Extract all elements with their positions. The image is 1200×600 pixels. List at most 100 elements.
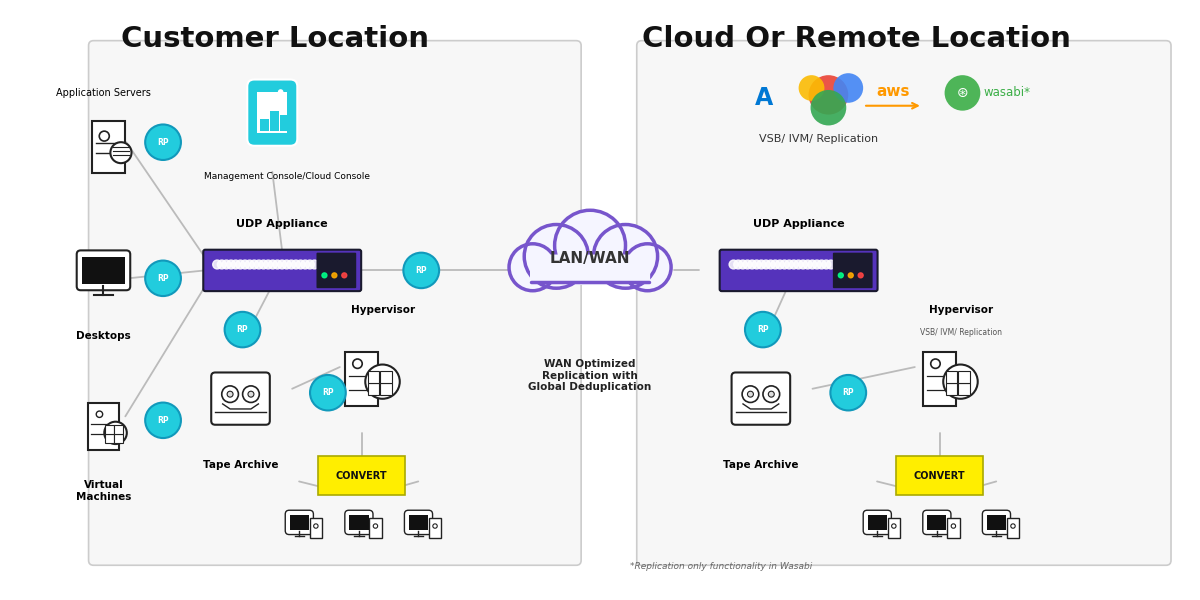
Text: *Replication only functionality in Wasabi: *Replication only functionality in Wasab… [630, 562, 812, 571]
Text: ⊛: ⊛ [956, 86, 968, 100]
Circle shape [790, 260, 798, 269]
Circle shape [757, 260, 766, 269]
Circle shape [145, 403, 181, 438]
Circle shape [227, 260, 235, 269]
Circle shape [799, 75, 824, 101]
FancyBboxPatch shape [317, 253, 356, 288]
Circle shape [827, 260, 835, 269]
Circle shape [799, 260, 808, 269]
FancyBboxPatch shape [92, 121, 125, 173]
Text: RP: RP [322, 388, 334, 397]
Circle shape [227, 391, 233, 397]
FancyBboxPatch shape [104, 434, 114, 443]
Circle shape [785, 260, 793, 269]
FancyBboxPatch shape [367, 383, 379, 395]
Circle shape [433, 524, 437, 528]
Text: VSB/ IVM/ Replication: VSB/ IVM/ Replication [920, 328, 1002, 337]
Circle shape [254, 260, 263, 269]
Circle shape [277, 260, 287, 269]
Circle shape [310, 375, 346, 410]
Text: VSB/ IVM/ Replication: VSB/ IVM/ Replication [758, 134, 878, 144]
Circle shape [296, 260, 305, 269]
Circle shape [272, 260, 282, 269]
Circle shape [809, 75, 848, 115]
FancyBboxPatch shape [310, 518, 322, 538]
Circle shape [952, 524, 955, 528]
Circle shape [745, 312, 781, 347]
FancyBboxPatch shape [286, 510, 313, 535]
Circle shape [305, 260, 314, 269]
Circle shape [766, 260, 775, 269]
Text: Hypervisor: Hypervisor [930, 305, 994, 315]
FancyBboxPatch shape [259, 119, 269, 131]
FancyBboxPatch shape [530, 254, 650, 283]
FancyBboxPatch shape [923, 352, 956, 406]
Circle shape [264, 260, 272, 269]
FancyBboxPatch shape [896, 456, 983, 495]
Circle shape [931, 359, 940, 368]
Circle shape [1010, 524, 1015, 528]
Circle shape [313, 524, 318, 528]
FancyBboxPatch shape [380, 383, 392, 395]
FancyBboxPatch shape [318, 456, 406, 495]
FancyBboxPatch shape [89, 41, 581, 565]
Circle shape [554, 210, 625, 281]
Circle shape [222, 260, 230, 269]
Circle shape [830, 375, 866, 410]
Circle shape [943, 365, 978, 399]
Text: RP: RP [157, 138, 169, 147]
FancyBboxPatch shape [409, 515, 428, 530]
Circle shape [242, 386, 259, 403]
Circle shape [403, 253, 439, 288]
Text: Desktops: Desktops [76, 331, 131, 341]
Text: RP: RP [236, 325, 248, 334]
Circle shape [810, 90, 846, 125]
Circle shape [232, 260, 240, 269]
Text: LAN/WAN: LAN/WAN [550, 251, 630, 266]
Circle shape [222, 386, 239, 403]
Circle shape [624, 244, 671, 291]
Circle shape [848, 273, 853, 278]
Text: A: A [755, 86, 773, 110]
Circle shape [808, 260, 817, 269]
Circle shape [245, 260, 254, 269]
Text: RP: RP [842, 388, 854, 397]
Circle shape [742, 386, 758, 403]
FancyBboxPatch shape [958, 371, 970, 383]
FancyBboxPatch shape [280, 115, 288, 131]
Text: Application Servers: Application Servers [56, 88, 151, 98]
Circle shape [110, 142, 132, 163]
FancyBboxPatch shape [888, 518, 900, 538]
Circle shape [145, 124, 181, 160]
Circle shape [269, 260, 277, 269]
Text: wasabi*: wasabi* [984, 86, 1031, 100]
Circle shape [733, 260, 743, 269]
FancyBboxPatch shape [923, 510, 950, 535]
FancyBboxPatch shape [983, 510, 1010, 535]
FancyBboxPatch shape [346, 352, 378, 406]
FancyBboxPatch shape [83, 257, 125, 284]
Circle shape [768, 391, 774, 397]
Circle shape [839, 273, 844, 278]
Circle shape [373, 524, 378, 528]
Circle shape [240, 260, 250, 269]
FancyBboxPatch shape [349, 515, 368, 530]
FancyBboxPatch shape [114, 425, 124, 434]
FancyBboxPatch shape [404, 510, 432, 535]
FancyBboxPatch shape [203, 250, 361, 291]
Text: RP: RP [157, 416, 169, 425]
Circle shape [224, 312, 260, 347]
Circle shape [803, 260, 812, 269]
FancyBboxPatch shape [986, 515, 1006, 530]
Circle shape [833, 73, 863, 103]
FancyBboxPatch shape [104, 425, 114, 434]
Circle shape [812, 260, 822, 269]
Circle shape [292, 260, 300, 269]
FancyBboxPatch shape [370, 518, 382, 538]
Circle shape [104, 422, 127, 444]
Circle shape [780, 260, 790, 269]
FancyBboxPatch shape [270, 111, 278, 131]
FancyBboxPatch shape [430, 518, 442, 538]
FancyBboxPatch shape [77, 250, 131, 290]
Circle shape [594, 224, 658, 288]
